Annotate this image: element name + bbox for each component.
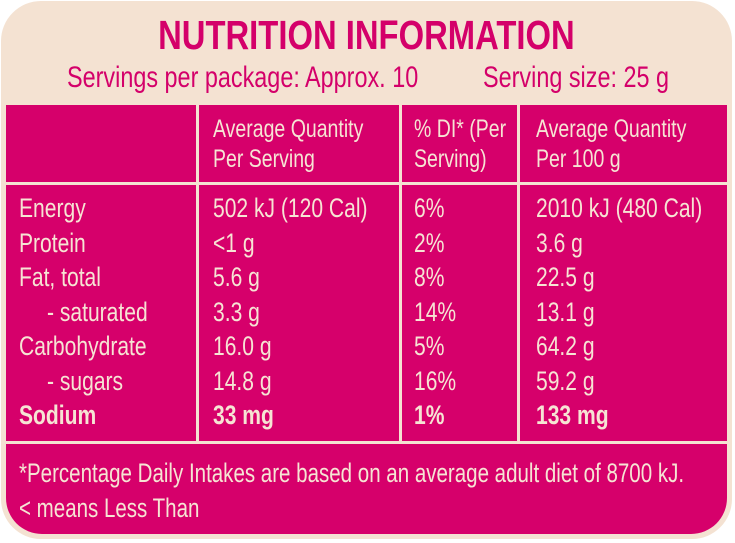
cell-text: Sodium — [19, 400, 97, 430]
header-cell-per-serving — [199, 105, 399, 182]
cell-text: 16.0 g — [213, 331, 272, 361]
cell-text: 502 kJ (120 Cal) — [213, 193, 368, 223]
cell-text: 133 mg — [536, 400, 609, 430]
body-cell-names — [6, 185, 196, 441]
row-0-per-serving: 502 kJ (120 Cal) — [213, 191, 411, 226]
cell-text: 5% — [414, 331, 445, 361]
row-5-per-100g: 59.2 g — [536, 364, 611, 399]
row-1-per-100g: 3.6 g — [536, 226, 596, 261]
row-2-per-serving: 5.6 g — [213, 260, 273, 295]
body-cell-per-serving — [199, 185, 399, 441]
row-0-per-100g: 2010 kJ (480 Cal) — [536, 191, 732, 226]
cell-text: 6% — [414, 193, 445, 223]
cell-text: 59.2 g — [536, 365, 595, 396]
panel-title: NUTRITION INFORMATION — [158, 12, 575, 58]
cell-text: Fat, total — [19, 262, 101, 292]
cell-text: 16% — [414, 365, 457, 396]
row-0-name: Energy — [19, 191, 105, 226]
row-6-di: 1% — [414, 398, 453, 433]
body-cell-di — [402, 185, 517, 441]
cell-text: 33 mg — [213, 400, 274, 430]
cell-text: 2% — [414, 227, 445, 258]
row-4-per-serving: 16.0 g — [213, 329, 288, 364]
cell-text: Carbohydrate — [19, 331, 147, 361]
cell-text: 14.8 g — [213, 365, 272, 396]
footnote-cell — [6, 444, 727, 534]
cell-text: <1 g — [213, 227, 255, 258]
serving-size: Serving size: 25 g — [483, 61, 670, 94]
cell-text: 2010 kJ (480 Cal) — [536, 193, 703, 223]
row-3-per-serving: 3.3 g — [213, 295, 273, 330]
row-2-name: Fat, total — [19, 260, 124, 295]
row-1-name: Protein — [19, 226, 105, 261]
footnote: *Percentage Daily Intakes are based on a… — [19, 458, 685, 523]
row-6-per-100g: 133 mg — [536, 398, 629, 433]
row-0-di: 6% — [414, 191, 453, 226]
row-3-per-100g: 13.1 g — [536, 295, 611, 330]
row-6-per-serving: 33 mg — [213, 398, 291, 433]
cell-text: 13.1 g — [536, 296, 595, 327]
row-6-name: Sodium — [19, 398, 118, 433]
cell-text: - saturated — [47, 296, 148, 327]
cell-text: 5.6 g — [213, 262, 260, 292]
row-5-di: 16% — [414, 364, 468, 399]
servings-per-package: Servings per package: Approx. 10 — [67, 61, 419, 94]
cell-text: 22.5 g — [536, 262, 595, 292]
row-1-per-serving: <1 g — [213, 226, 266, 261]
row-2-per-100g: 22.5 g — [536, 260, 611, 295]
header-cell-di — [402, 105, 517, 182]
body-cell-per-100g — [520, 185, 727, 441]
cell-text: 3.3 g — [213, 296, 260, 327]
header-di: % DI* (Per Serving) — [414, 115, 507, 173]
row-3-name: - saturated — [47, 295, 176, 330]
row-4-name: Carbohydrate — [19, 329, 183, 364]
cell-text: Energy — [19, 193, 86, 223]
header-per-serving: Average Quantity Per Serving — [213, 115, 364, 173]
row-1-di: 2% — [414, 226, 453, 261]
cell-text: Protein — [19, 227, 86, 258]
row-4-per-100g: 64.2 g — [536, 329, 611, 364]
row-2-di: 8% — [414, 260, 453, 295]
header-cell-per-100g — [520, 105, 727, 182]
cell-text: 3.6 g — [536, 227, 583, 258]
cell-text: 64.2 g — [536, 331, 595, 361]
row-5-per-serving: 14.8 g — [213, 364, 288, 399]
cell-text: - sugars — [47, 365, 124, 396]
row-3-di: 14% — [414, 295, 468, 330]
cell-text: 14% — [414, 296, 457, 327]
header-per-100g: Average Quantity Per 100 g — [536, 115, 687, 173]
row-5-name: - sugars — [47, 364, 145, 399]
cell-text: 1% — [414, 400, 445, 430]
row-4-di: 5% — [414, 329, 453, 364]
cell-text: 8% — [414, 262, 445, 292]
header-cell-empty — [6, 105, 196, 182]
